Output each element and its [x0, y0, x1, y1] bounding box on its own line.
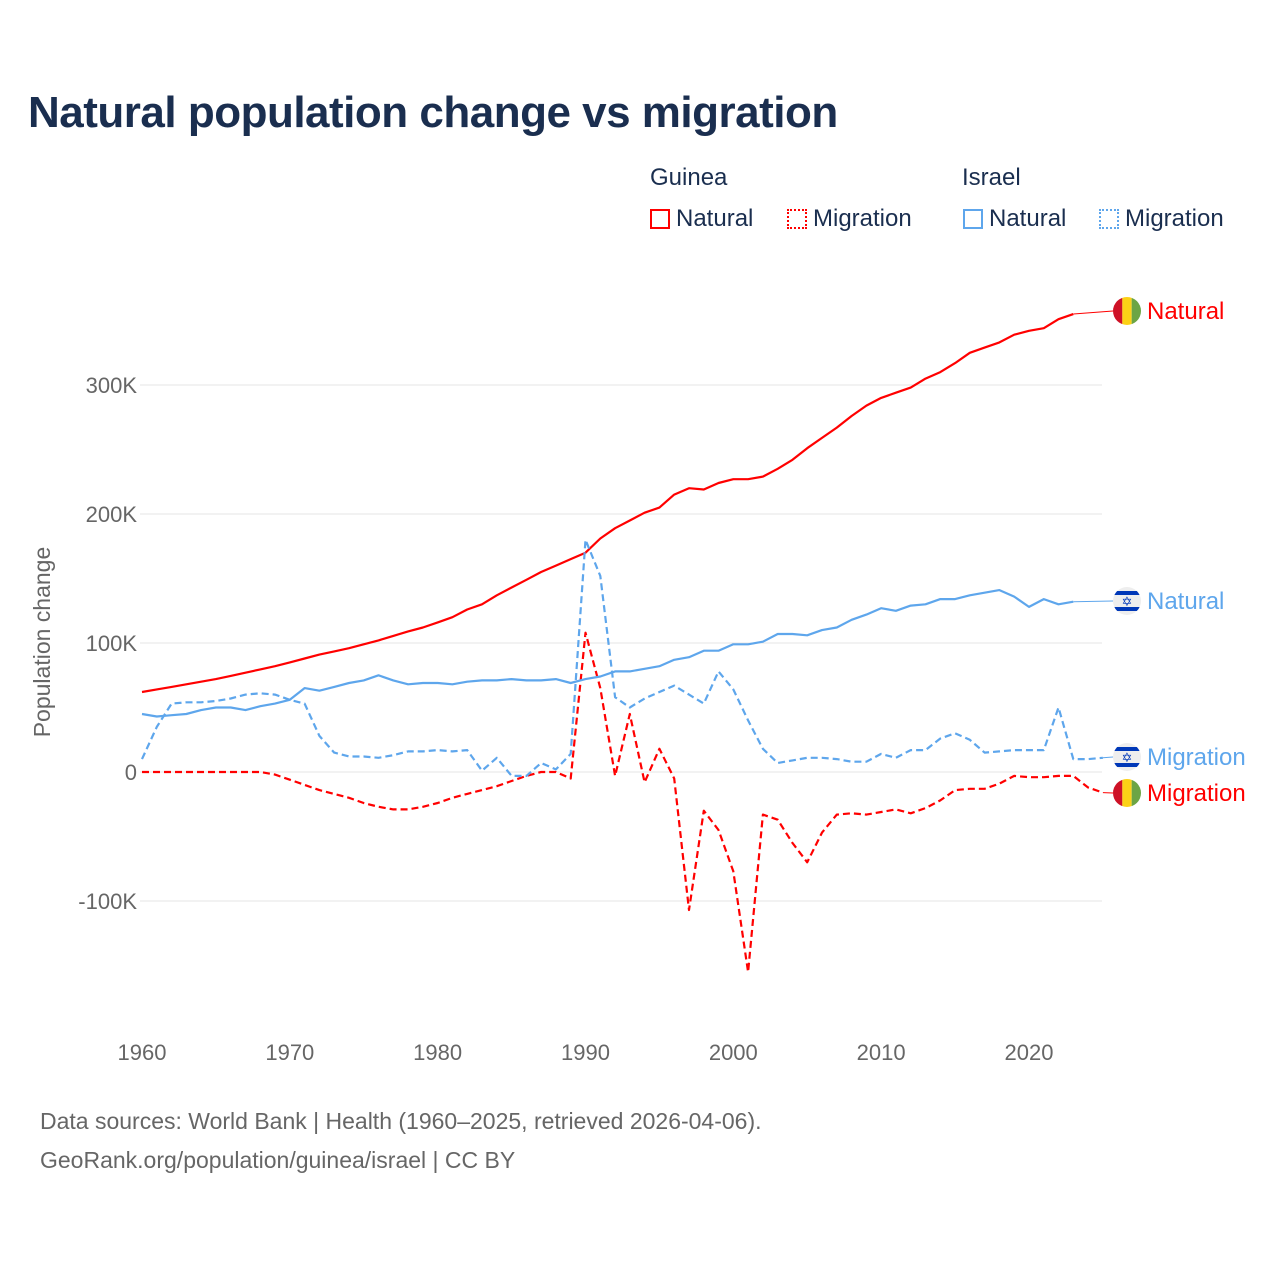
flag-stripe: [1113, 607, 1141, 611]
legend-swatch-solid-blue: [963, 209, 983, 229]
star-of-david: ✡: [1122, 750, 1133, 765]
end-label: Natural: [1147, 588, 1224, 615]
x-tick-label: 1980: [413, 1040, 462, 1065]
legend-swatch-dotted-red: [787, 209, 807, 229]
flag-stripe: [1113, 779, 1123, 807]
flag-stripe: [1113, 297, 1123, 325]
legend-israel-natural[interactable]: Natural: [963, 205, 1066, 233]
legend-swatch-dotted-blue: [1099, 209, 1119, 229]
end-label: Migration: [1147, 780, 1246, 807]
guinea-flag-icon: [1113, 779, 1141, 807]
x-tick-label: 2010: [857, 1040, 906, 1065]
flag-stripe: [1131, 779, 1141, 807]
legend-guinea-natural[interactable]: Natural: [650, 205, 753, 233]
x-tick-label: 1970: [265, 1040, 314, 1065]
israel-flag-icon: ✡: [1113, 743, 1141, 771]
x-tick-label: 1990: [561, 1040, 610, 1065]
flag-stripe: [1113, 591, 1141, 595]
legend-group-israel: Israel: [962, 164, 1021, 191]
x-tick-label: 1960: [118, 1040, 167, 1065]
x-tick-label: 2020: [1005, 1040, 1054, 1065]
y-tick-label: 200K: [86, 502, 138, 527]
star-of-david: ✡: [1122, 594, 1133, 609]
flag-stripe: [1113, 747, 1141, 751]
chart-title: Natural population change vs migration: [28, 88, 838, 137]
label-connector: [1073, 600, 1114, 603]
legend-swatch-solid-red: [650, 209, 670, 229]
label-connector: [1102, 756, 1114, 759]
end-label: Migration: [1147, 744, 1246, 771]
y-tick-label: 300K: [86, 373, 138, 398]
y-axis-label: Population change: [29, 547, 55, 738]
legend-label: Natural: [989, 205, 1067, 232]
legend-label: Migration: [1125, 205, 1224, 232]
y-tick-label: -100K: [78, 889, 137, 914]
flag-stripe: [1122, 779, 1132, 807]
end-label: Natural: [1147, 298, 1224, 325]
guinea-flag-icon: [1113, 297, 1141, 325]
legend-label: Natural: [676, 205, 754, 232]
label-connector: [1073, 310, 1114, 315]
series-line-guinea-natural: [141, 313, 1074, 694]
flag-clip: ✡: [1113, 587, 1141, 615]
legend-label: Migration: [813, 205, 912, 232]
flag-stripe: [1122, 297, 1132, 325]
flag-clip: ✡: [1113, 743, 1141, 771]
y-tick-label: 0: [125, 760, 137, 785]
legend-group-guinea: Guinea: [650, 164, 728, 191]
y-tick-label: 100K: [86, 631, 138, 656]
israel-flag-icon: ✡: [1113, 587, 1141, 615]
flag-clip: [1113, 297, 1141, 325]
legend-israel-migration[interactable]: Migration: [1099, 205, 1224, 233]
series-line-israel-migration: [141, 538, 1103, 777]
x-tick-label: 2000: [709, 1040, 758, 1065]
series-line-guinea-migration: [142, 631, 1104, 974]
footer-sources: Data sources: World Bank | Health (1960–…: [40, 1108, 762, 1134]
footer-attribution: GeoRank.org/population/guinea/israel | C…: [40, 1147, 516, 1173]
series-line-israel-natural: [141, 589, 1074, 718]
flag-clip: [1113, 779, 1141, 807]
flag-stripe: [1113, 763, 1141, 767]
flag-stripe: [1131, 297, 1141, 325]
legend-guinea-migration[interactable]: Migration: [787, 205, 912, 233]
